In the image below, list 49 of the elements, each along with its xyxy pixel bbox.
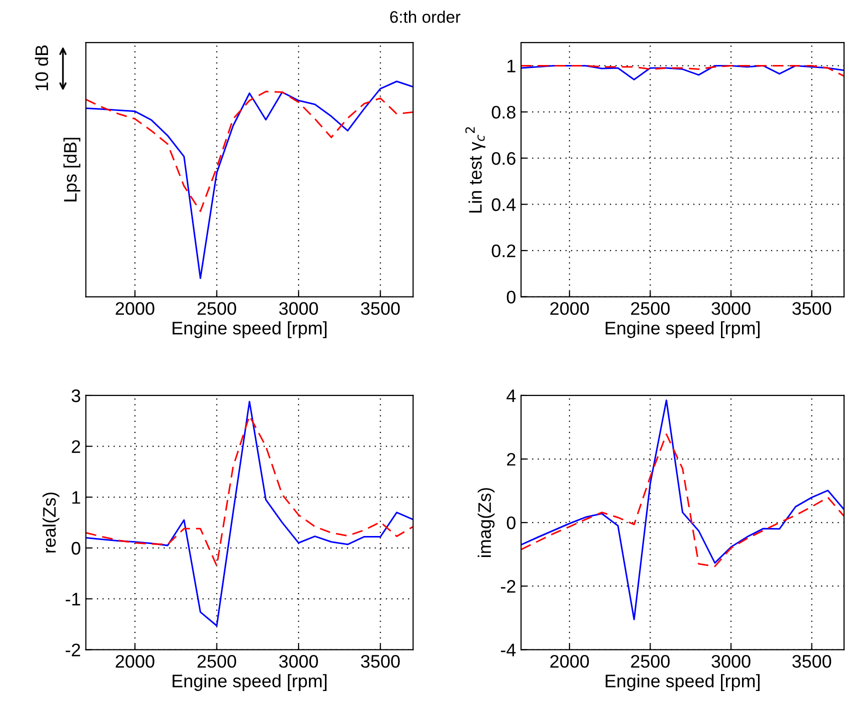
- y-tick-label: 1: [72, 491, 80, 504]
- x-axis-title: Engine speed [rpm]: [172, 321, 326, 338]
- line-series: [521, 64, 844, 80]
- x-tick-label: 3000: [712, 654, 750, 668]
- y-tick-label: -4: [500, 644, 516, 656]
- y-tick-label: 2: [507, 452, 516, 466]
- chart-title: 6:th order: [390, 10, 460, 23]
- y-tick-label: -2: [66, 644, 80, 656]
- y-tick-label: 0: [72, 542, 80, 555]
- y-axis-title: Lin test γ$_{c}$$^{2}$: [465, 127, 486, 213]
- line-series: [86, 400, 414, 627]
- y-tick-label: 0: [506, 516, 516, 530]
- x-axis-title: Engine speed [rpm]: [172, 674, 326, 691]
- y-tick-label: 4: [506, 390, 516, 402]
- line-series: [521, 64, 844, 77]
- x-tick-label: 3500: [360, 654, 400, 668]
- text: 10 dB: [34, 45, 48, 90]
- y-axis-title: imag(Zs): [478, 488, 495, 557]
- y-tick-label: 0.6: [492, 152, 516, 165]
- x-tick-label: 2000: [116, 302, 154, 315]
- y-tick-label: 1: [508, 60, 516, 72]
- x-tick-label: 2500: [631, 654, 670, 668]
- y-tick-label: -2: [500, 580, 516, 593]
- x-tick-label: 2000: [550, 302, 589, 315]
- x-tick-label: 2500: [198, 654, 236, 668]
- y-tick-label: 0.8: [492, 106, 516, 119]
- y-axis-title: Lps [dB]: [63, 138, 80, 202]
- x-tick-label: 3000: [712, 302, 750, 315]
- y-tick-label: 0: [506, 290, 516, 304]
- y-axis-title: real(Zs): [42, 492, 60, 552]
- x-tick-label: 3000: [279, 654, 318, 668]
- y-tick-label: 3: [72, 389, 80, 402]
- x-tick-label: 2500: [631, 302, 670, 315]
- x-tick-label: 3500: [792, 302, 832, 315]
- x-tick-label: 3000: [279, 302, 318, 315]
- x-tick-label: 2000: [550, 654, 589, 668]
- x-tick-label: 3500: [792, 654, 832, 668]
- x-axis-title: Engine speed [rpm]: [606, 674, 760, 691]
- y-tick-label: -1: [66, 592, 80, 606]
- x-tick-label: 3500: [360, 302, 400, 315]
- x-tick-label: 2500: [198, 302, 236, 315]
- x-axis-title: Engine speed [rpm]: [606, 321, 760, 338]
- y-tick-label: 2: [72, 440, 80, 453]
- line-series: [521, 399, 844, 620]
- line-series: [521, 433, 844, 568]
- x-tick-label: 2000: [116, 654, 154, 668]
- y-tick-label: 0.4: [492, 198, 516, 212]
- y-tick-label: 0.2: [492, 244, 516, 258]
- line-series: [86, 415, 414, 567]
